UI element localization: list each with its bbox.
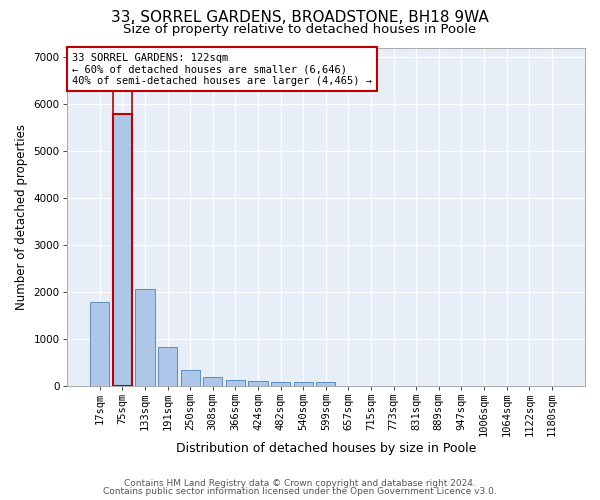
Bar: [90, 302, 109, 386]
Text: Size of property relative to detached houses in Poole: Size of property relative to detached ho…: [124, 22, 476, 36]
Bar: [271, 382, 290, 386]
X-axis label: Distribution of detached houses by size in Poole: Distribution of detached houses by size …: [176, 442, 476, 455]
Bar: [113, 114, 132, 386]
Bar: [316, 382, 335, 386]
Bar: [226, 380, 245, 386]
Bar: [181, 370, 200, 386]
Bar: [158, 347, 177, 386]
Bar: [248, 381, 268, 386]
Text: Contains HM Land Registry data © Crown copyright and database right 2024.: Contains HM Land Registry data © Crown c…: [124, 478, 476, 488]
Text: 33 SORREL GARDENS: 122sqm
← 60% of detached houses are smaller (6,646)
40% of se: 33 SORREL GARDENS: 122sqm ← 60% of detac…: [72, 52, 372, 86]
Bar: [203, 377, 223, 386]
Text: Contains public sector information licensed under the Open Government Licence v3: Contains public sector information licen…: [103, 487, 497, 496]
Y-axis label: Number of detached properties: Number of detached properties: [15, 124, 28, 310]
Bar: [293, 382, 313, 386]
Text: 33, SORREL GARDENS, BROADSTONE, BH18 9WA: 33, SORREL GARDENS, BROADSTONE, BH18 9WA: [111, 10, 489, 25]
Bar: [136, 289, 155, 386]
